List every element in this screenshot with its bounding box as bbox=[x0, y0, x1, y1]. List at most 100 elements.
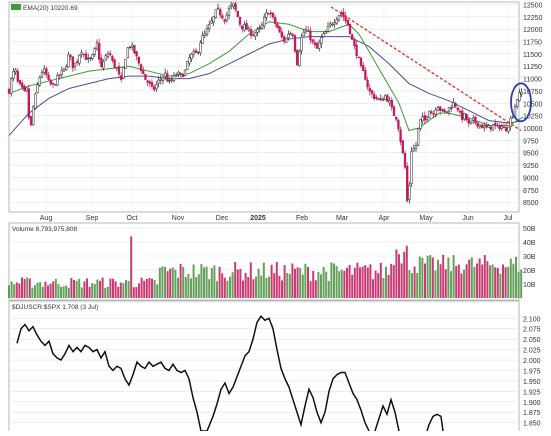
candle-body bbox=[265, 12, 268, 18]
candle-body bbox=[91, 54, 94, 59]
price-y-tick-label: 11500 bbox=[523, 52, 542, 59]
volume-bar bbox=[447, 257, 450, 298]
candle-body bbox=[29, 116, 33, 126]
volume-bar bbox=[140, 277, 143, 298]
candle-body bbox=[54, 84, 57, 86]
price-y-tick-label: 9750 bbox=[523, 138, 539, 145]
candle-body bbox=[212, 16, 215, 23]
candle-body bbox=[419, 119, 422, 129]
candle-body bbox=[139, 64, 143, 71]
volume-bar bbox=[405, 245, 408, 298]
price-y-tick-label: 11000 bbox=[523, 77, 542, 84]
candle-body bbox=[502, 126, 506, 129]
candle-body bbox=[14, 69, 17, 73]
candle-body bbox=[390, 99, 393, 108]
candle-body bbox=[34, 93, 37, 109]
candle-body bbox=[399, 129, 402, 143]
candle-body bbox=[304, 29, 308, 32]
volume-bar bbox=[452, 255, 455, 298]
volume-bar bbox=[213, 265, 216, 298]
price-y-tick-label: 10500 bbox=[523, 101, 543, 108]
volume-bar bbox=[91, 283, 94, 298]
volume-bar bbox=[496, 268, 499, 298]
volume-bar bbox=[70, 277, 73, 298]
volume-bar bbox=[216, 281, 218, 298]
candle-body bbox=[144, 74, 147, 80]
volume-bar bbox=[340, 269, 343, 298]
candle-body bbox=[269, 12, 272, 15]
volume-y-tick-label: 20B bbox=[523, 268, 536, 275]
candle-body bbox=[247, 28, 250, 31]
x-axis-label: Apr bbox=[379, 215, 391, 222]
candle-body bbox=[197, 51, 200, 54]
candle-body bbox=[21, 82, 24, 88]
ratio-y-tick-label: 2.075 bbox=[523, 327, 541, 334]
candle-body bbox=[161, 76, 165, 81]
volume-bar bbox=[223, 277, 226, 298]
candle-body bbox=[436, 107, 440, 112]
candle-body bbox=[62, 68, 66, 72]
candle-body bbox=[78, 55, 81, 64]
volume-bar bbox=[153, 279, 156, 298]
candle-body bbox=[487, 125, 490, 128]
candle-body bbox=[333, 22, 336, 25]
volume-bar bbox=[413, 266, 416, 298]
candle-body bbox=[412, 148, 415, 152]
volume-bar bbox=[270, 264, 273, 298]
candle-body bbox=[210, 20, 213, 24]
ratio-y-tick-label: 2.050 bbox=[523, 337, 541, 344]
volume-bar bbox=[166, 271, 169, 298]
candle-body bbox=[445, 111, 448, 113]
candle-body bbox=[263, 16, 266, 27]
candle-body bbox=[249, 29, 253, 36]
volume-bar bbox=[517, 271, 520, 298]
volume-bar bbox=[294, 268, 296, 298]
volume-bar bbox=[494, 267, 497, 298]
volume-bar bbox=[398, 254, 400, 298]
volume-bar bbox=[512, 263, 515, 298]
volume-bar bbox=[379, 262, 382, 298]
volume-bar bbox=[286, 272, 289, 298]
candle-body bbox=[73, 62, 77, 67]
volume-bar bbox=[130, 236, 133, 298]
candle-body bbox=[430, 111, 433, 114]
candle-body bbox=[126, 47, 129, 59]
volume-bar bbox=[177, 277, 179, 298]
volume-bar bbox=[356, 262, 359, 298]
candle-body bbox=[150, 82, 154, 87]
ratio-line bbox=[426, 413, 444, 432]
candle-body bbox=[425, 116, 429, 120]
volume-panel: 50B 40B 30B 20B 10B Volume 8,793,975,808 bbox=[8, 222, 536, 301]
candle-body bbox=[267, 13, 270, 15]
candle-body bbox=[223, 19, 226, 22]
volume-bar bbox=[127, 280, 130, 298]
candle-body bbox=[170, 79, 173, 81]
volume-bar bbox=[424, 263, 426, 298]
candle-body bbox=[500, 126, 503, 129]
x-axis-label: Feb bbox=[296, 215, 308, 222]
volume-bar bbox=[346, 267, 348, 298]
volume-bar bbox=[179, 263, 182, 298]
candle-body bbox=[381, 98, 385, 101]
volume-bar bbox=[457, 264, 460, 298]
volume-bar bbox=[226, 280, 229, 298]
price-y-tick-label: 12250 bbox=[523, 15, 543, 22]
volume-bar bbox=[112, 278, 114, 298]
ratio-line bbox=[374, 397, 400, 432]
candle-body bbox=[49, 79, 52, 85]
volume-bar bbox=[249, 262, 252, 298]
volume-bar bbox=[83, 281, 86, 298]
volume-bar bbox=[281, 280, 283, 298]
candle-body bbox=[483, 125, 486, 129]
candle-body bbox=[236, 10, 239, 18]
volume-bar bbox=[210, 268, 213, 298]
volume-bar bbox=[99, 280, 101, 298]
volume-bar bbox=[148, 277, 151, 298]
candle-body bbox=[16, 70, 19, 82]
candle-body bbox=[71, 56, 74, 69]
volume-bar bbox=[499, 273, 502, 298]
volume-bar bbox=[49, 283, 52, 298]
volume-bar bbox=[234, 261, 237, 298]
downtrend-line bbox=[330, 6, 522, 132]
ratio-y-tick-label: 1.900 bbox=[523, 400, 541, 407]
